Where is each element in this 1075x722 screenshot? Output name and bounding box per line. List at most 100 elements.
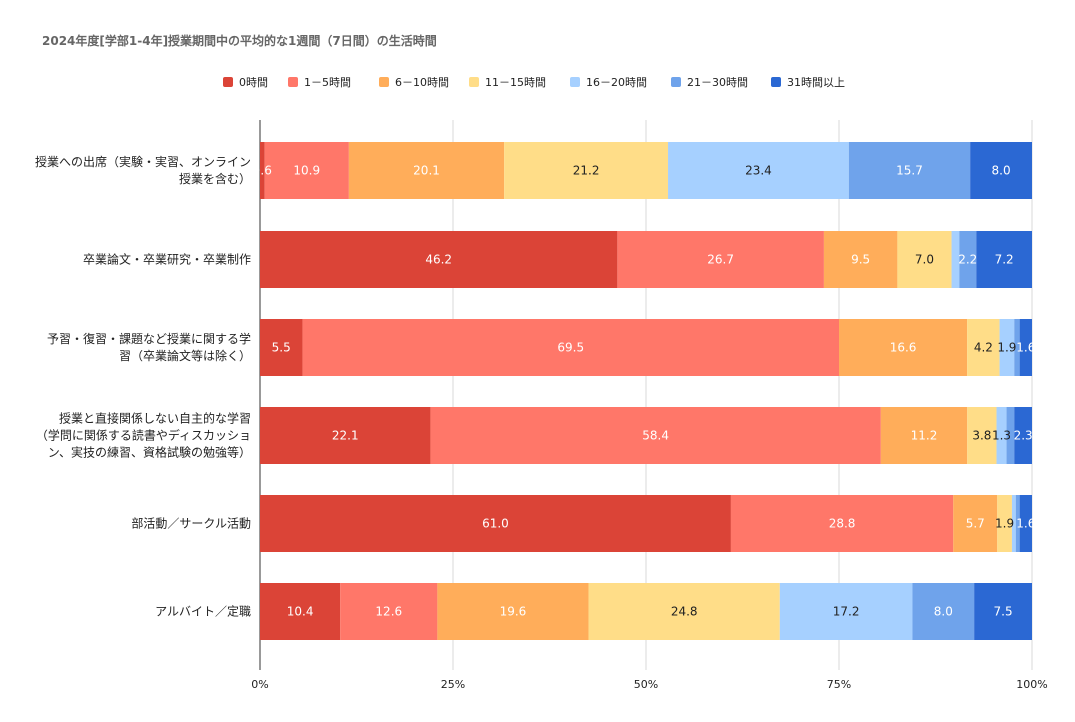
legend-item-5: 21－30時間 <box>671 76 748 89</box>
legend: 0時間 1－5時間 6－10時間 11－15時間 16－20時間 21－30時間 31時間以… <box>223 76 845 89</box>
legend-swatch-5 <box>671 77 681 87</box>
x-tick-label-2: 50% <box>634 678 658 691</box>
x-axis-ticks: 0% 25% 50% 75% 100% <box>251 678 1047 691</box>
bar-4-1 <box>730 495 954 552</box>
legend-swatch-6 <box>771 77 781 87</box>
data-label-4-3: 1.9 <box>995 517 1014 531</box>
x-tick-label-1: 25% <box>441 678 465 691</box>
data-label-5-2: 19.6 <box>500 605 527 619</box>
legend-label-1: 1－5時間 <box>304 76 351 89</box>
bar-2-0 <box>260 319 303 376</box>
data-label-5-1: 12.6 <box>375 605 402 619</box>
legend-swatch-4 <box>570 77 580 87</box>
bar-3-3 <box>967 407 997 464</box>
data-label-5-6: 7.5 <box>994 605 1013 619</box>
bar-group-3: 22.1 58.4 11.2 3.8 1.3 2.3 <box>260 407 1033 464</box>
data-label-3-1: 58.4 <box>642 429 669 443</box>
bar-5-4 <box>779 583 913 640</box>
bar-0-6 <box>970 142 1032 199</box>
bar-5-2 <box>437 583 589 640</box>
category-label-0: 授業への出席（実験・実習、オンライン授業を含む） <box>35 154 251 186</box>
data-label-2-3: 4.2 <box>974 341 993 355</box>
bar-group-1: 46.2 26.7 9.5 7.0 2.2 7.2 <box>260 231 1032 288</box>
data-label-1-5: 2.2 <box>958 253 977 267</box>
legend-label-6: 31時間以上 <box>787 76 845 89</box>
legend-label-3: 11－15時間 <box>485 76 546 89</box>
legend-swatch-1 <box>288 77 298 87</box>
data-label-5-4: 17.2 <box>833 605 860 619</box>
category-labels: 授業への出席（実験・実習、オンライン授業を含む） 卒業論文・卒業研究・卒業制作予習… <box>35 154 251 619</box>
data-label-3-0: 22.1 <box>332 429 359 443</box>
legend-label-5: 21－30時間 <box>687 76 748 89</box>
bar-3-5 <box>1006 407 1015 464</box>
legend-label-0: 0時間 <box>239 76 268 89</box>
bar-0-1 <box>264 142 349 199</box>
data-label-5-0: 10.4 <box>287 605 314 619</box>
bar-4-3 <box>997 495 1012 552</box>
bar-1-1 <box>617 231 824 288</box>
data-label-0-2: 20.1 <box>413 164 440 178</box>
data-label-2-2: 16.6 <box>890 341 917 355</box>
data-label-3-4: 1.3 <box>992 429 1011 443</box>
bar-2-5 <box>1014 319 1020 376</box>
bar-4-4 <box>1011 495 1016 552</box>
data-label-5-5: 8.0 <box>934 605 953 619</box>
data-label-2-0: 5.5 <box>272 341 291 355</box>
legend-label-4: 16－20時間 <box>586 76 647 89</box>
bar-2-2 <box>839 319 968 376</box>
x-tick-label-0: 0% <box>251 678 268 691</box>
bar-group-4: 61.0 28.8 5.7 1.9 1.6 <box>260 495 1035 552</box>
bar-3-4 <box>996 407 1007 464</box>
bar-2-3 <box>967 319 1000 376</box>
bar-1-0 <box>260 231 618 288</box>
category-label-2: 予習・復習・課題など授業に関する学習（卒業論文等は除く） <box>47 331 251 363</box>
data-label-2-4: 1.9 <box>997 341 1016 355</box>
bar-1-3 <box>897 231 952 288</box>
legend-item-6: 31時間以上 <box>771 76 845 89</box>
bar-0-2 <box>348 142 505 199</box>
bar-0-4 <box>668 142 849 199</box>
bar-group-0: 0.6 10.9 20.1 21.2 23.4 15.7 8.0 <box>253 142 1032 199</box>
bar-5-5 <box>912 583 975 640</box>
bar-group-5: 10.4 12.6 19.6 24.8 17.2 8.0 7.5 <box>260 583 1032 640</box>
bar-4-5 <box>1015 495 1020 552</box>
data-label-0-4: 23.4 <box>745 164 772 178</box>
data-label-1-0: 46.2 <box>425 253 452 267</box>
legend-item-3: 11－15時間 <box>469 76 546 89</box>
bar-1-4 <box>951 231 960 288</box>
bar-0-0 <box>260 142 265 199</box>
bar-4-2 <box>953 495 998 552</box>
data-label-0-0: 0.6 <box>253 164 272 178</box>
bar-1-5 <box>959 231 977 288</box>
bar-1-6 <box>976 231 1032 288</box>
bar-5-3 <box>588 583 780 640</box>
bar-1-2 <box>823 231 898 288</box>
data-label-3-3: 3.8 <box>972 429 991 443</box>
data-label-3-6: 2.3 <box>1014 429 1033 443</box>
bar-3-1 <box>430 407 881 464</box>
x-tick-label-4: 100% <box>1016 678 1047 691</box>
bar-5-0 <box>260 583 341 640</box>
legend-swatch-3 <box>469 77 479 87</box>
data-label-1-2: 9.5 <box>851 253 870 267</box>
data-label-4-2: 5.7 <box>966 517 985 531</box>
bar-5-1 <box>340 583 438 640</box>
category-label-1: 卒業論文・卒業研究・卒業制作 <box>83 252 251 267</box>
legend-item-1: 1－5時間 <box>288 76 351 89</box>
bar-3-6 <box>1014 407 1032 464</box>
category-label-4: 部活動／サークル活動 <box>131 516 251 531</box>
bar-4-6 <box>1019 495 1032 552</box>
bar-0-3 <box>504 142 669 199</box>
legend-swatch-2 <box>379 77 389 87</box>
bar-0-5 <box>848 142 971 199</box>
chart-title: 2024年度[学部1-4年]授業期間中の平均的な1週間（7日間）の生活時間 <box>42 33 437 48</box>
data-label-5-3: 24.8 <box>671 605 698 619</box>
x-tick-label-3: 75% <box>827 678 851 691</box>
bar-group-2: 5.5 69.5 16.6 4.2 1.9 1.6 <box>260 319 1035 376</box>
legend-item-2: 6－10時間 <box>379 76 449 89</box>
category-label-3: 授業と直接関係しない自主的な学習（学問に関係する読書やディスカッション、実技の練… <box>36 411 251 460</box>
bars: 0.6 10.9 20.1 21.2 23.4 15.7 8.0 46.2 26.7 9.5 7.0… <box>253 142 1035 640</box>
bar-3-2 <box>880 407 968 464</box>
